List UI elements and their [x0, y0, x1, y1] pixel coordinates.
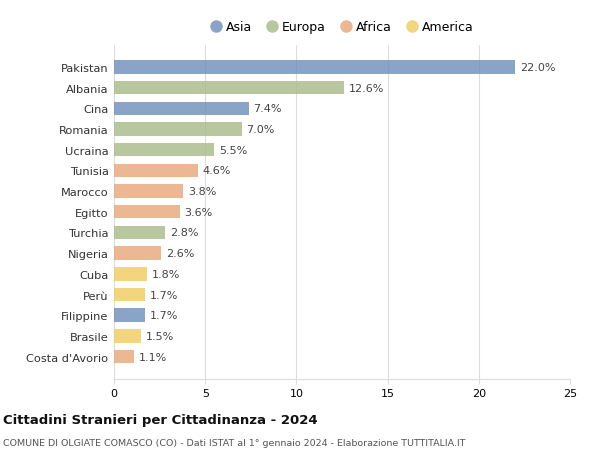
Bar: [114, 206, 179, 219]
Legend: Asia, Europa, Africa, America: Asia, Europa, Africa, America: [208, 19, 476, 37]
Text: 2.8%: 2.8%: [170, 228, 198, 238]
Text: 1.7%: 1.7%: [149, 311, 178, 320]
Text: COMUNE DI OLGIATE COMASCO (CO) - Dati ISTAT al 1° gennaio 2024 - Elaborazione TU: COMUNE DI OLGIATE COMASCO (CO) - Dati IS…: [3, 438, 466, 448]
Bar: [114, 288, 145, 302]
Text: 12.6%: 12.6%: [349, 84, 384, 93]
Bar: [114, 309, 145, 322]
Text: 22.0%: 22.0%: [520, 63, 556, 73]
Bar: [114, 185, 184, 198]
Text: 4.6%: 4.6%: [202, 166, 231, 176]
Text: 7.4%: 7.4%: [254, 104, 282, 114]
Bar: [114, 330, 142, 343]
Bar: [114, 164, 198, 178]
Text: 1.8%: 1.8%: [151, 269, 180, 279]
Text: 3.6%: 3.6%: [184, 207, 212, 217]
Bar: [114, 247, 161, 260]
Text: 3.8%: 3.8%: [188, 187, 216, 196]
Bar: [114, 82, 344, 95]
Text: 1.7%: 1.7%: [149, 290, 178, 300]
Text: 7.0%: 7.0%: [246, 125, 275, 134]
Text: 5.5%: 5.5%: [219, 146, 247, 155]
Text: Cittadini Stranieri per Cittadinanza - 2024: Cittadini Stranieri per Cittadinanza - 2…: [3, 413, 317, 426]
Text: 1.1%: 1.1%: [139, 352, 167, 362]
Bar: [114, 102, 249, 116]
Bar: [114, 123, 242, 136]
Bar: [114, 61, 515, 74]
Bar: [114, 350, 134, 364]
Text: 2.6%: 2.6%: [166, 249, 194, 258]
Text: 1.5%: 1.5%: [146, 331, 174, 341]
Bar: [114, 226, 165, 240]
Bar: [114, 268, 147, 281]
Bar: [114, 144, 214, 157]
